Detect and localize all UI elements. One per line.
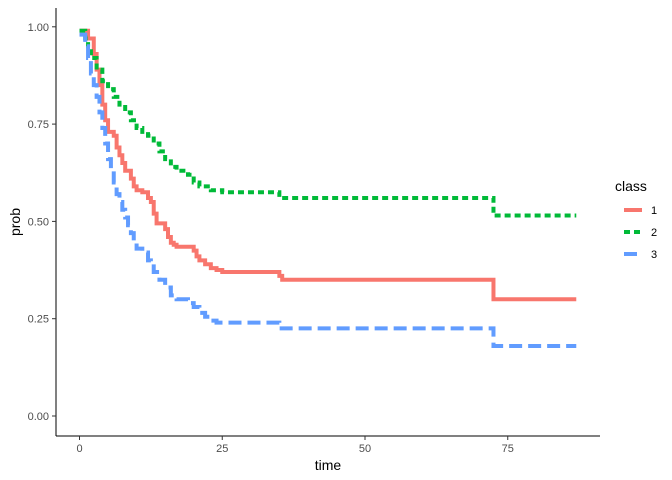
axes: 0.00 0.25 0.50 0.75 1.00 0 25 50 75 time prob: [7, 8, 600, 473]
y-tick-label: 0.75: [28, 119, 49, 131]
legend-label-class-1: 1: [651, 205, 657, 217]
series-line-class-2: [79, 28, 577, 218]
plot-area: [79, 28, 577, 348]
y-tick-label: 0.50: [28, 216, 49, 228]
y-tick-label: 0.25: [28, 314, 49, 326]
x-tick-label: 50: [359, 443, 371, 455]
y-axis-title: prob: [7, 208, 23, 236]
x-tick-label: 75: [502, 443, 514, 455]
y-tick-label: 0.00: [28, 411, 49, 423]
series-line-class-1: [79, 28, 577, 302]
x-tick-label: 25: [216, 443, 228, 455]
series-line-class-3: [79, 32, 577, 348]
legend: class 1 2 3: [615, 178, 657, 261]
x-axis-title: time: [315, 457, 342, 473]
legend-title: class: [615, 178, 647, 194]
x-tick-label: 0: [76, 443, 82, 455]
legend-label-class-2: 2: [651, 227, 657, 239]
y-tick-label: 1.00: [28, 22, 49, 34]
legend-label-class-3: 3: [651, 249, 657, 261]
